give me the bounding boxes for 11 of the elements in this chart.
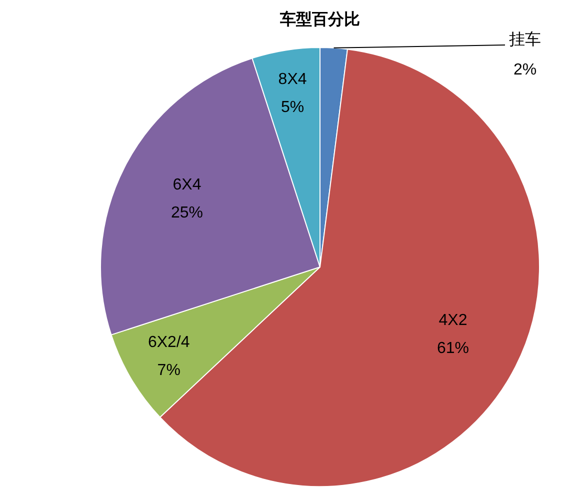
slice-label: 8X4: [278, 70, 307, 88]
slice-label: 6X2/4: [148, 334, 190, 351]
data-label: 7%: [157, 362, 180, 379]
slice-label: 挂车: [509, 30, 541, 48]
data-label: 61%: [436, 340, 470, 358]
slice-label: 4X2: [438, 312, 468, 330]
chart-title: 车型百分比: [279, 10, 360, 28]
slice-label: 6X4: [172, 176, 202, 194]
data-label: 5%: [280, 98, 304, 116]
data-label: 25%: [170, 204, 204, 222]
data-label: 2%: [513, 61, 537, 78]
